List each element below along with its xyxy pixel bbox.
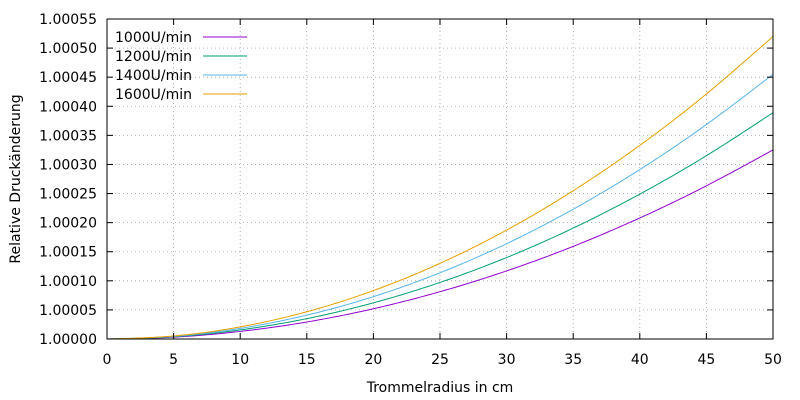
- y-tick-label: 1.00000: [39, 332, 97, 348]
- y-tick-label: 1.00015: [39, 245, 97, 261]
- y-axis-title: Relative Druckänderung: [8, 94, 24, 263]
- x-tick-label: 0: [103, 352, 112, 368]
- x-tick-label: 45: [697, 352, 715, 368]
- y-tick-label: 1.00010: [39, 274, 97, 290]
- x-tick-label: 25: [431, 352, 449, 368]
- y-tick-label: 1.00030: [39, 157, 97, 173]
- series-line-1600u-min: [106, 36, 774, 340]
- y-tick-label: 1.00055: [39, 12, 97, 28]
- x-tick-label: 20: [364, 352, 382, 368]
- x-tick-labels: 0 5 10 15 20 25 30 35 40 45 50: [103, 352, 782, 368]
- y-tick-labels: 1.00000 1.00005 1.00010 1.00015 1.00020 1.000…: [39, 12, 97, 348]
- y-tick-label: 1.00025: [39, 187, 97, 203]
- y-tick-label: 1.00005: [39, 303, 97, 319]
- x-tick-label: 50: [764, 352, 782, 368]
- x-tick-label: 30: [498, 352, 516, 368]
- axis-ticks: [106, 18, 774, 340]
- x-tick-label: 40: [631, 352, 649, 368]
- y-tick-label: 1.00040: [39, 99, 97, 115]
- x-tick-label: 15: [298, 352, 316, 368]
- legend: 1000U/min 1200U/min 1400U/min 1600U/min: [115, 30, 247, 103]
- x-tick-label: 10: [231, 352, 249, 368]
- legend-label: 1400U/min: [115, 68, 192, 84]
- y-tick-label: 1.00020: [39, 216, 97, 232]
- series-line-1000u-min: [106, 149, 774, 340]
- x-axis-title: Trommelradius in cm: [366, 380, 514, 396]
- y-tick-label: 1.00045: [39, 70, 97, 86]
- series-line-1400u-min: [106, 73, 774, 340]
- legend-label: 1600U/min: [115, 87, 192, 103]
- legend-label: 1000U/min: [115, 30, 192, 46]
- x-tick-label: 35: [564, 352, 582, 368]
- x-tick-label: 5: [169, 352, 178, 368]
- series-lines: [106, 36, 774, 340]
- y-tick-label: 1.00050: [39, 41, 97, 57]
- legend-label: 1200U/min: [115, 49, 192, 65]
- y-tick-label: 1.00035: [39, 128, 97, 144]
- grid-lines: [107, 19, 773, 339]
- series-line-1200u-min: [106, 112, 774, 340]
